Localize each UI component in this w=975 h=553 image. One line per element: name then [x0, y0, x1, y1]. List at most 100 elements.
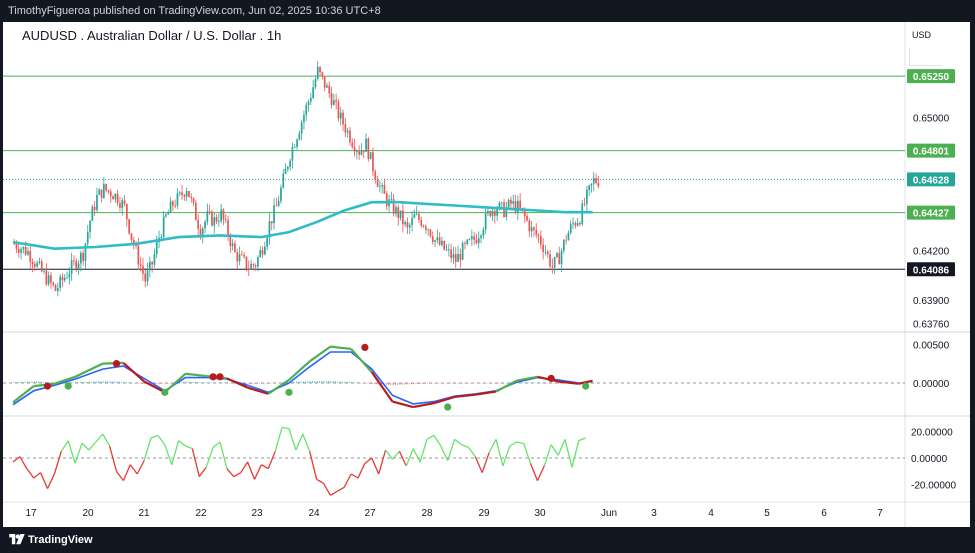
candle-body: [356, 151, 358, 153]
candle-body: [367, 138, 370, 160]
currency-selector[interactable]: [909, 47, 942, 66]
candle-body: [52, 282, 55, 285]
candle-body: [563, 239, 565, 251]
histogram-bar: [233, 383, 235, 384]
candle-body: [291, 146, 294, 161]
candle-body: [399, 210, 402, 219]
candle-body: [576, 223, 579, 226]
candle-body: [316, 66, 319, 79]
candle-body: [457, 253, 459, 262]
histogram-bar: [401, 383, 403, 385]
candle-body: [595, 177, 597, 183]
price-tick-label: 0.63760: [913, 319, 950, 330]
candle-body: [546, 251, 549, 255]
histogram-bar: [355, 382, 357, 384]
momentum-line-segment: [309, 451, 318, 480]
candle-body: [224, 219, 227, 221]
candle-body: [162, 216, 165, 238]
histogram-bar: [226, 382, 228, 384]
histogram-bar: [82, 381, 83, 384]
candle-body: [247, 268, 250, 270]
histogram-bar: [588, 382, 589, 384]
histogram-bar: [316, 381, 318, 384]
momentum-line-segment: [357, 463, 366, 479]
price-level-label: 0.64427: [913, 209, 950, 220]
oscillator-tick-label: 0.00500: [913, 340, 950, 351]
candle-body: [155, 242, 158, 254]
histogram-bar: [29, 381, 31, 384]
candle-body: [123, 200, 126, 204]
candle-body: [498, 202, 501, 210]
momentum-line-segment: [281, 426, 290, 430]
time-tick-label: 6: [821, 508, 827, 519]
momentum-line-segment: [398, 451, 407, 467]
chart-panel[interactable]: 0.65250 0.64801 0.64628 0.64427 0.64086 0.63…: [3, 22, 970, 527]
macd-line-segment: [475, 390, 497, 396]
candle-body: [213, 217, 216, 226]
candle-body: [183, 195, 186, 197]
macd-line-segment: [412, 402, 435, 409]
candle-body: [47, 275, 50, 285]
momentum-line-segment: [226, 468, 235, 478]
currency-label[interactable]: USD: [912, 30, 932, 40]
histogram-bar: [312, 381, 313, 384]
time-tick-label: 3: [651, 508, 657, 519]
histogram-bar: [309, 381, 311, 384]
candle-body: [135, 245, 137, 246]
candle-body: [75, 261, 78, 270]
momentum-line-segment: [543, 444, 552, 467]
histogram-bar: [537, 382, 539, 384]
histogram-bar: [293, 381, 295, 384]
candle-body: [93, 206, 96, 211]
candle-body: [333, 100, 335, 105]
candle-body: [592, 177, 595, 184]
candle-body: [167, 212, 170, 215]
candle-body: [112, 196, 114, 200]
cross-dot: [547, 374, 555, 382]
chart-canvas[interactable]: 0.65250 0.64801 0.64628 0.64427 0.64086 0.63…: [3, 22, 970, 527]
momentum-line-segment: [433, 434, 442, 447]
momentum-line-segment: [343, 473, 352, 488]
momentum-line-segment: [405, 448, 414, 467]
histogram-bar: [328, 381, 330, 384]
candle-body: [339, 112, 342, 119]
histogram-bar: [270, 383, 272, 384]
momentum-line-segment: [33, 472, 41, 479]
histogram-bar: [463, 383, 465, 384]
histogram-bar: [475, 383, 477, 384]
candle-body: [298, 133, 301, 140]
candle-body: [597, 182, 600, 187]
histogram-bar: [364, 383, 366, 384]
histogram-bar: [555, 383, 557, 384]
histogram-bar: [436, 383, 438, 384]
price-tick-label: 0.63900: [913, 296, 950, 307]
momentum-line-segment: [12, 456, 21, 463]
histogram-bar: [282, 382, 284, 384]
histogram-bar: [208, 382, 210, 384]
histogram-bar: [157, 383, 159, 384]
histogram-bar: [440, 383, 442, 384]
momentum-line-segment: [288, 428, 297, 451]
macd-line-segment: [74, 362, 104, 378]
candle-body: [146, 270, 149, 282]
candle-body: [34, 264, 36, 267]
macd-line-segment: [12, 385, 35, 404]
candle-body: [321, 72, 324, 77]
price-level-tag: [907, 143, 955, 158]
momentum-line-segment: [143, 437, 152, 461]
histogram-bar: [530, 382, 532, 384]
candle-body: [151, 261, 153, 265]
histogram-bar: [415, 383, 417, 385]
histogram-bar: [40, 381, 42, 384]
histogram-bar: [277, 382, 279, 384]
candle-body: [57, 288, 59, 291]
macd-line-segment: [288, 360, 311, 381]
candle-body: [528, 220, 531, 232]
candle-body: [319, 66, 321, 73]
candle-body: [231, 243, 234, 247]
momentum-line-segment: [233, 472, 242, 478]
candle-body: [261, 250, 264, 255]
time-tick-label: 28: [421, 508, 433, 519]
candle-body: [482, 229, 485, 236]
histogram-bar: [116, 381, 118, 384]
